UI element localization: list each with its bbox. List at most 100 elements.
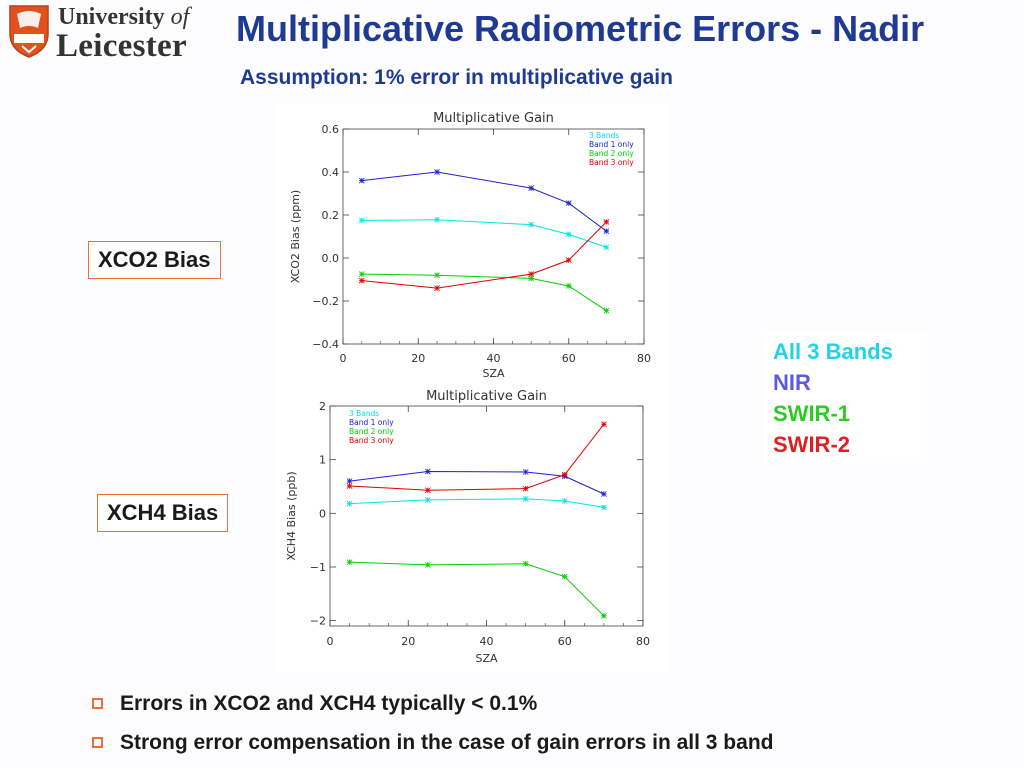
data-point-marker <box>434 169 440 175</box>
x-tick-label: 20 <box>411 352 425 365</box>
marker-stroke <box>424 487 431 494</box>
chart-title: Multiplicative Gain <box>426 389 547 404</box>
xch4-bias-label: XCH4 Bias <box>97 494 229 532</box>
data-point-marker <box>346 483 353 489</box>
legend-entry: 3 Bands <box>589 131 619 140</box>
x-tick-label: 80 <box>636 635 650 648</box>
data-point-marker <box>358 217 365 224</box>
marker-stroke <box>600 612 607 619</box>
x-axis-label: SZA <box>482 367 505 380</box>
x-tick-label: 40 <box>480 635 494 648</box>
key-swir-1: SWIR-1 <box>773 401 850 426</box>
marker-stroke <box>565 200 572 207</box>
y-tick-label: 2 <box>319 400 326 413</box>
marker-stroke <box>600 491 607 497</box>
data-point-marker <box>603 244 610 251</box>
data-point-marker <box>528 275 535 282</box>
marker-stroke <box>346 559 353 566</box>
bullet-item: Errors in XCO2 and XCH4 typically < 0.1% <box>92 692 537 716</box>
marker-stroke <box>346 478 353 485</box>
marker-stroke <box>603 218 610 225</box>
y-tick-label: 0.4 <box>322 166 340 179</box>
marker-stroke <box>565 231 572 238</box>
bullet-square-icon <box>92 698 103 709</box>
data-point-marker <box>522 560 529 567</box>
chart-title: Multiplicative Gain <box>433 111 554 126</box>
marker-stroke <box>565 283 572 289</box>
x-tick-label: 0 <box>327 635 334 648</box>
marker-stroke <box>522 495 529 502</box>
data-point-marker <box>522 495 529 502</box>
marker-stroke <box>424 468 431 475</box>
data-point-marker <box>565 283 572 289</box>
data-point-marker <box>600 504 607 511</box>
marker-stroke <box>565 257 572 264</box>
marker-stroke <box>358 271 365 278</box>
data-point-marker <box>565 231 572 238</box>
marker-stroke <box>346 483 353 489</box>
marker-stroke <box>358 217 365 224</box>
x-tick-label: 80 <box>637 352 651 365</box>
chart-panel: Multiplicative Gain 0 20 40 60 80 SZA 0.6 0.4 0.2… <box>277 104 668 672</box>
y-tick-label: 0 <box>319 507 326 520</box>
logo-wordmark-top: University of <box>58 4 190 30</box>
marker-stroke <box>600 421 607 428</box>
data-point-marker <box>565 200 572 207</box>
bullet-text: Errors in XCO2 and XCH4 typically < 0.1% <box>120 692 538 715</box>
legend-entry: Band 3 only <box>589 158 634 167</box>
key-nir: NIR <box>773 370 811 395</box>
marker-stroke <box>603 307 610 314</box>
data-point-marker <box>358 177 365 184</box>
y-axis-label: XCH4 Bias (ppb) <box>285 471 298 560</box>
marker-stroke <box>528 185 535 192</box>
series-line <box>361 221 607 289</box>
series-line <box>349 561 605 617</box>
xco2-chart: Multiplicative Gain 0 20 40 60 80 SZA 0.6 0.4 0.2… <box>289 111 651 380</box>
data-point-marker <box>600 491 607 497</box>
marker-stroke <box>561 573 568 580</box>
marker-stroke <box>522 485 529 492</box>
data-point-marker <box>522 469 529 475</box>
legend-entry: Band 2 only <box>589 149 634 158</box>
marker-stroke <box>424 497 431 503</box>
y-tick-label: 1 <box>319 454 326 467</box>
marker-stroke <box>528 275 535 282</box>
x-tick-label: 60 <box>558 635 572 648</box>
marker-stroke <box>346 500 353 507</box>
marker-stroke <box>358 177 365 184</box>
marker-stroke <box>522 560 529 567</box>
data-point-marker <box>603 218 610 225</box>
data-point-marker <box>358 277 365 284</box>
data-point-marker <box>358 271 365 278</box>
xco2-bias-label: XCO2 Bias <box>88 241 221 279</box>
marker-stroke <box>561 471 568 478</box>
data-point-marker <box>600 421 607 428</box>
marker-stroke <box>434 169 440 175</box>
x-tick-label: 60 <box>562 352 576 365</box>
legend-entry: Band 1 only <box>349 418 394 427</box>
data-point-marker <box>603 307 610 314</box>
data-point-marker <box>561 498 568 504</box>
data-point-marker <box>346 478 353 485</box>
marker-stroke <box>603 244 610 251</box>
legend-entry: Band 3 only <box>349 436 394 445</box>
data-point-marker <box>434 272 440 279</box>
x-tick-label: 20 <box>401 635 415 648</box>
marker-stroke <box>358 277 365 284</box>
marker-stroke <box>600 504 607 511</box>
x-tick-label: 40 <box>487 352 501 365</box>
marker-stroke <box>528 271 535 278</box>
xch4-chart: Multiplicative Gain 0 20 40 60 80 SZA 2 1 0 −1 −2 XC… <box>285 389 650 665</box>
slide-title: Multiplicative Radiometric Errors - Nadi… <box>236 8 925 49</box>
data-point-marker <box>434 216 440 223</box>
bullet-square-icon <box>92 737 103 748</box>
data-point-marker <box>603 228 610 235</box>
data-point-marker <box>434 285 440 291</box>
data-point-marker <box>561 573 568 580</box>
data-point-marker <box>528 271 535 278</box>
data-point-marker <box>424 468 431 475</box>
data-point-marker <box>424 561 431 568</box>
bullet-item: Strong error compensation in the case of… <box>92 731 773 755</box>
band-color-key: All 3 Bands NIR SWIR-1 SWIR-2 <box>764 331 927 463</box>
